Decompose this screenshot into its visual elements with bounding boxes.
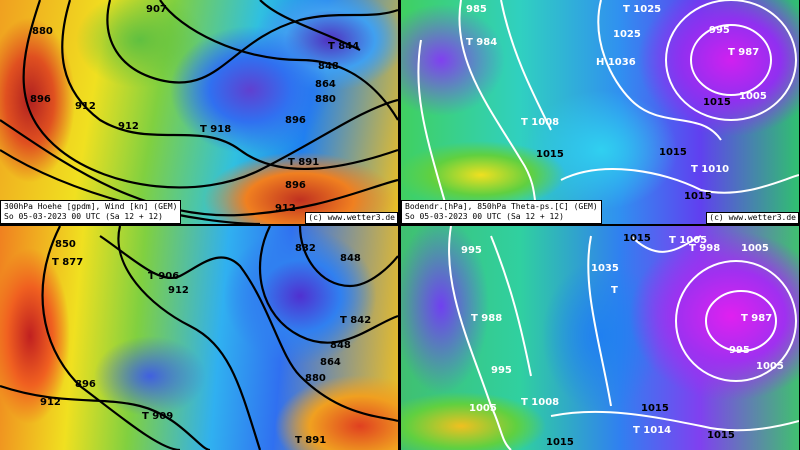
isobar-contours bbox=[448, 226, 799, 450]
geopotential-contours bbox=[0, 226, 398, 450]
low-center-label: T 891 bbox=[288, 157, 320, 168]
contour-label: 896 bbox=[285, 115, 306, 126]
low-center-label: T 1014 bbox=[633, 425, 672, 436]
contour-label: 912 bbox=[118, 121, 139, 132]
isobar-label: 1005 bbox=[739, 91, 767, 102]
isobar-label: 1005 bbox=[741, 243, 769, 254]
map-panel-300hpa-top: 880 896 912 912 907 T 844 848 864 880 89… bbox=[0, 0, 398, 224]
contour-label: 880 bbox=[315, 94, 336, 105]
geopotential-contours bbox=[0, 0, 398, 224]
caption-title: 300hPa Hoehe [gpdm], Wind [kn] (GEM) bbox=[4, 202, 178, 211]
low-center-label: T 1008 bbox=[521, 397, 560, 408]
map-panel-surface-bottom: 995 T 988 1035 T 1015 T 1005 T 998 1005 … bbox=[401, 226, 799, 450]
low-center-label: T 1025 bbox=[623, 4, 662, 15]
isobar-label: 1015 bbox=[659, 147, 687, 158]
low-center-label: T 877 bbox=[52, 257, 84, 268]
low-center-label: T 842 bbox=[340, 315, 372, 326]
contour-label: 896 bbox=[75, 379, 96, 390]
isobar-label: 1005 bbox=[469, 403, 497, 414]
isobar-label: 995 bbox=[461, 245, 482, 256]
contour-label: 832 bbox=[295, 243, 316, 254]
contour-label: 864 bbox=[315, 79, 336, 90]
contour-label: 864 bbox=[320, 357, 341, 368]
low-center-label: T 891 bbox=[295, 435, 327, 446]
low-center-label: T 984 bbox=[466, 37, 498, 48]
contour-label: 848 bbox=[318, 61, 339, 72]
copyright: (c) www.wetter3.de bbox=[706, 212, 799, 224]
isobar-label: 1015 bbox=[623, 233, 651, 244]
low-center-label: T 1005 bbox=[669, 235, 708, 246]
low-center-label: T 1010 bbox=[691, 164, 730, 175]
low-center-label: T 987 bbox=[741, 313, 773, 324]
low-center-label: T bbox=[611, 285, 618, 296]
isobar-label: 995 bbox=[491, 365, 512, 376]
isobar-label: 995 bbox=[729, 345, 750, 356]
low-center-label: T 909 bbox=[142, 411, 174, 422]
low-center-label: T 918 bbox=[200, 124, 232, 135]
contour-label: 907 bbox=[146, 4, 167, 15]
low-center-label: T 988 bbox=[471, 313, 503, 324]
contour-label: 880 bbox=[32, 26, 53, 37]
isobar-label: 1015 bbox=[546, 437, 574, 448]
low-center-label: T 987 bbox=[728, 47, 760, 58]
isobar-label: 1035 bbox=[591, 263, 619, 274]
contour-label: 850 bbox=[55, 239, 76, 250]
contour-label: 912 bbox=[40, 397, 61, 408]
isobar-label: 1015 bbox=[707, 430, 735, 441]
contour-label: 896 bbox=[30, 94, 51, 105]
isobar-label: 1015 bbox=[536, 149, 564, 160]
high-center-label: H 1036 bbox=[596, 57, 636, 68]
low-center-label: T 998 bbox=[689, 243, 721, 254]
isobar-label: 985 bbox=[466, 4, 487, 15]
contour-label: 896 bbox=[285, 180, 306, 191]
caption-title: Bodendr.[hPa], 850hPa Theta-ps.[C] (GEM) bbox=[405, 202, 598, 211]
isobar-label: 1005 bbox=[756, 361, 784, 372]
isobar-label: 1015 bbox=[684, 191, 712, 202]
map-panel-300hpa-bottom: 850 T 877 T 906 912 832 848 T 842 848 86… bbox=[0, 226, 398, 450]
isobar-label: 1025 bbox=[613, 29, 641, 40]
contour-label: 848 bbox=[340, 253, 361, 264]
contour-label: 880 bbox=[305, 373, 326, 384]
isobar-label: 1015 bbox=[641, 403, 669, 414]
contour-label: 848 bbox=[330, 340, 351, 351]
isobar-label: 1015 bbox=[703, 97, 731, 108]
caption-date: So 05-03-2023 00 UTC (Sa 12 + 12) bbox=[4, 212, 163, 221]
caption-date: So 05-03-2023 00 UTC (Sa 12 + 12) bbox=[405, 212, 564, 221]
low-center-label: T 1008 bbox=[521, 117, 560, 128]
isobar-label: 995 bbox=[709, 25, 730, 36]
map-caption: 300hPa Hoehe [gpdm], Wind [kn] (GEM) So … bbox=[0, 200, 182, 224]
copyright: (c) www.wetter3.de bbox=[305, 212, 398, 224]
map-panel-surface-top: 985 T 984 1025 H 1036 T 1025 995 T 987 1… bbox=[401, 0, 799, 224]
low-center-label: T 906 bbox=[148, 271, 180, 282]
contour-label: 912 bbox=[275, 203, 296, 214]
contour-label: 912 bbox=[168, 285, 189, 296]
low-center-label: T 844 bbox=[328, 41, 360, 52]
isobar-contours bbox=[417, 0, 799, 224]
map-caption: Bodendr.[hPa], 850hPa Theta-ps.[C] (GEM)… bbox=[401, 200, 602, 224]
contour-label: 912 bbox=[75, 101, 96, 112]
